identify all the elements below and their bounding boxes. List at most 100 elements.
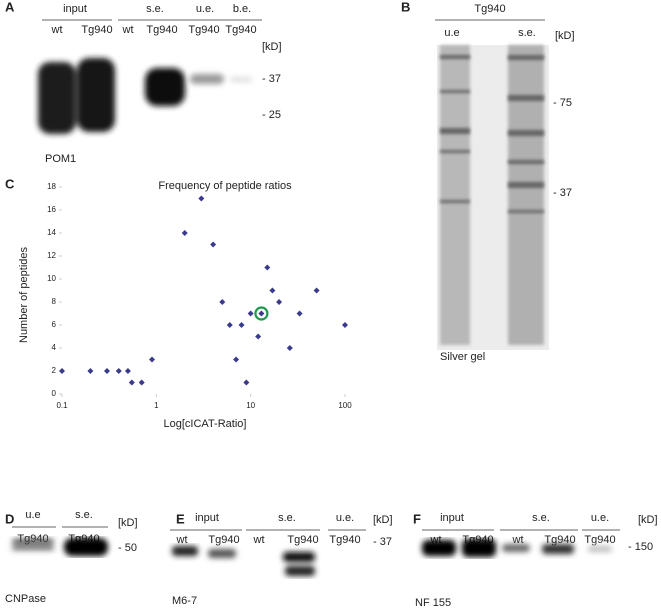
point [181,230,188,236]
point [313,287,320,294]
group-label: input [195,512,219,524]
y-tick-label: 12 [47,251,56,260]
point [219,299,226,305]
panel-letter: A [5,0,15,14]
point [255,333,262,340]
point [115,368,122,374]
lane-label: Tg940 [81,24,112,36]
group-label: s.e. [278,512,296,524]
x-tick-label: 100 [338,401,352,410]
y-tick-label: 18 [47,182,56,191]
unit-label: [kD] [555,30,575,42]
point [296,310,303,317]
lane-label: s.e. [518,27,536,39]
point [247,310,254,317]
blot [38,58,252,134]
lane-label: Tg940 [329,534,360,546]
group-label: u.e. [196,3,214,15]
marker-label: - 150 [628,541,653,553]
y-tick-label: 14 [47,228,56,237]
marker-label: - 75 [553,97,572,109]
panel-letter: F [413,511,421,526]
point [243,379,250,386]
antibody-label: NF 155 [415,597,451,609]
point [276,299,283,305]
lane-label: Tg940 [208,534,239,546]
lane-label: wt [51,24,63,36]
y-tick-label: 6 [52,320,57,329]
lane-label: Tg940 [544,534,575,546]
x-tick-label: 1 [154,401,159,410]
group-label: input [63,3,87,15]
chart-title: Frequency of peptide ratios [158,180,292,192]
point [264,264,271,271]
group-label: input [440,512,464,524]
point [258,310,265,317]
point [269,287,276,294]
marker-label: - 37 [553,187,572,199]
x-tick-label: 0.1 [56,401,68,410]
group-label: u.e [25,509,40,521]
point [59,368,65,374]
unit-label: [kD] [262,41,282,53]
point [233,356,240,363]
marker-label: - 37 [373,536,392,548]
lane-label: Tg940 [188,24,219,36]
point [286,345,293,351]
lane-label: Tg940 [287,534,318,546]
group-label: s.e. [532,512,550,524]
antibody-label: CNPase [5,593,46,605]
panel-letter: D [5,511,14,526]
group-label: u.e. [336,512,354,524]
antibody-label: POM1 [45,153,76,165]
lane-label: wt [253,534,265,546]
panel-letter: E [176,511,185,526]
caption: Silver gel [440,351,485,363]
group-label: s.e. [146,3,164,15]
blot [172,546,315,576]
blot [12,538,108,556]
gel [437,45,549,350]
point [342,322,348,328]
lane-label: u.e [444,27,459,39]
y-tick-label: 8 [52,297,57,306]
marker-label: - 50 [118,542,137,554]
y-tick-label: 2 [52,366,57,375]
point [128,379,135,386]
point [226,322,233,328]
y-tick-label: 0 [52,389,57,398]
highlight-ring [254,306,269,321]
x-tick-label: 10 [246,401,255,410]
group-label: u.e. [591,512,609,524]
lane-label: Tg940 [584,534,615,546]
x-axis-label: Log[cICAT-Ratio] [164,418,247,430]
y-tick-label: 10 [47,274,56,283]
point [198,195,205,202]
marker-label: - 37 [262,73,281,85]
marker-label: - 25 [262,109,281,121]
y-tick-label: 16 [47,205,56,214]
group-label: Tg940 [474,3,505,15]
unit-label: [kD] [118,517,138,529]
unit-label: [kD] [638,514,658,526]
panel-letter: C [5,176,15,191]
unit-label: [kD] [373,514,393,526]
lane-label: wt [122,24,134,36]
point [210,241,217,248]
y-axis-label: Number of peptides [18,247,30,343]
lane-label: wt [512,534,524,546]
group-label: s.e. [75,509,93,521]
point [104,368,111,374]
blot [422,539,612,557]
point [124,368,131,374]
point [149,356,156,363]
point [138,379,145,386]
point [87,368,94,374]
lane-label: wt [176,534,188,546]
y-tick-label: 4 [52,343,57,352]
point [238,322,245,328]
lane-label: Tg940 [225,24,256,36]
antibody-label: M6-7 [172,595,197,607]
group-label: b.e. [233,3,251,15]
